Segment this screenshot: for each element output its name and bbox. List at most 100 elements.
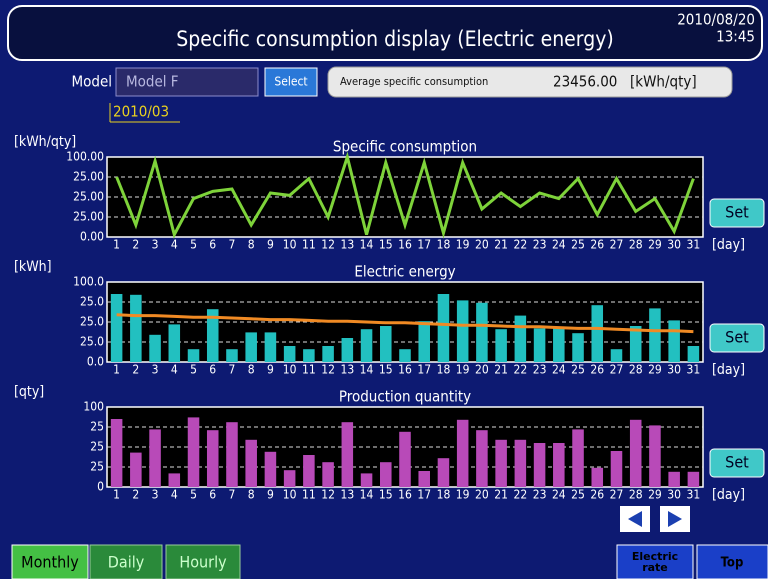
x-tick-label: 22 [513,488,527,502]
bar [418,321,430,362]
tab-label: Hourly [179,553,227,572]
x-tick-label: 30 [667,363,681,377]
electric-rate-label: Electric rate [631,550,679,574]
x-tick-label: 2 [132,488,139,502]
bar [456,419,469,487]
x-tick-label: 17 [417,238,431,252]
x-tick-label: 25 [571,488,585,502]
x-tick-label: 13 [340,488,354,502]
x-tick-label: 31 [687,363,701,377]
x-tick-label: 7 [229,363,236,377]
x-tick-label: 1 [113,363,120,377]
x-tick-label: 17 [417,488,431,502]
electric-rate-wrap: Electric rate [631,550,679,574]
series-line [116,313,694,334]
bar [629,326,642,362]
y-tick-label: 100.0 [73,275,104,289]
x-tick-label: 26 [590,238,604,252]
x-tick-label: 24 [552,238,566,252]
x-tick-label: 8 [248,238,255,252]
electric-rate-button[interactable] [616,544,694,579]
x-tick-label: 15 [379,238,393,252]
x-tick-label: 16 [398,363,412,377]
bar [130,452,142,487]
x-tick-label: 1 [113,488,120,502]
x-tick-label: 14 [360,363,374,377]
x-tick-label: 29 [648,363,662,377]
bar [360,473,373,487]
bar [206,430,219,487]
bar [495,329,507,362]
tab-label: Monthly [21,553,79,572]
x-tick-label: 13 [340,363,354,377]
x-tick-label: 22 [513,363,527,377]
bar [418,471,430,487]
x-tick-label: 21 [494,363,508,377]
bar [533,443,546,487]
x-tick-label: 8 [248,488,255,502]
x-tick-label: 29 [648,238,662,252]
x-tick-label: 30 [667,238,681,252]
x-tick-label: 28 [629,363,643,377]
tab-monthly[interactable] [11,544,89,579]
y-tick-label: 25 [90,420,104,434]
bar [187,349,200,362]
x-tick-label: 12 [321,363,335,377]
bar [668,471,680,487]
bar [245,439,257,487]
x-tick-label: 18 [437,363,451,377]
y-tick-label: 25.0 [80,315,104,329]
tab-hourly[interactable] [165,544,241,579]
bar [322,346,334,362]
y-axis-label: [kWh] [14,259,52,275]
bar [456,300,469,362]
top-button[interactable] [696,544,768,579]
x-tick-label: 5 [190,488,197,502]
x-tick-label: 14 [360,488,374,502]
tab-label: Daily [108,553,145,572]
bar [533,328,546,362]
x-tick-label: 19 [456,488,470,502]
x-tick-label: 9 [267,488,274,502]
bar [437,458,450,487]
x-tick-label: 26 [590,363,604,377]
x-axis-label: [day] [712,237,745,253]
chart-title: Specific consumption [333,138,477,156]
average-unit: [kWh/qty] [630,73,697,91]
x-tick-label: 21 [494,488,508,502]
bar [572,333,584,362]
bar [514,439,527,487]
set-button[interactable] [709,198,765,228]
tab-daily[interactable] [89,544,163,579]
set-button[interactable] [709,448,765,478]
x-tick-label: 20 [475,363,489,377]
month-label: 2010/03 [113,103,169,121]
chart-title: Electric energy [354,263,455,281]
x-tick-label: 28 [629,488,643,502]
next-arrow [668,511,682,527]
model-input[interactable] [115,67,259,97]
x-tick-label: 5 [190,238,197,252]
x-tick-label: 7 [229,238,236,252]
y-tick-label: 25.00 [73,190,104,204]
average-label: Average specific consumption [340,75,488,88]
set-button[interactable] [709,323,765,353]
x-tick-label: 1 [113,238,120,252]
select-button[interactable] [264,67,318,97]
x-tick-label: 11 [302,488,316,502]
x-tick-label: 3 [152,238,159,252]
x-tick-label: 27 [610,363,624,377]
x-tick-label: 19 [456,363,470,377]
bar [476,430,488,487]
x-axis-label: [day] [712,362,745,378]
x-tick-label: 22 [513,238,527,252]
x-tick-label: 27 [610,238,624,252]
x-tick-label: 11 [302,363,316,377]
header-date: 2010/08/20 [677,11,755,29]
bar [110,294,123,362]
y-tick-label: 25.0 [80,295,104,309]
x-tick-label: 23 [533,363,547,377]
top-button-label: Top [721,556,744,571]
x-tick-label: 23 [533,488,547,502]
